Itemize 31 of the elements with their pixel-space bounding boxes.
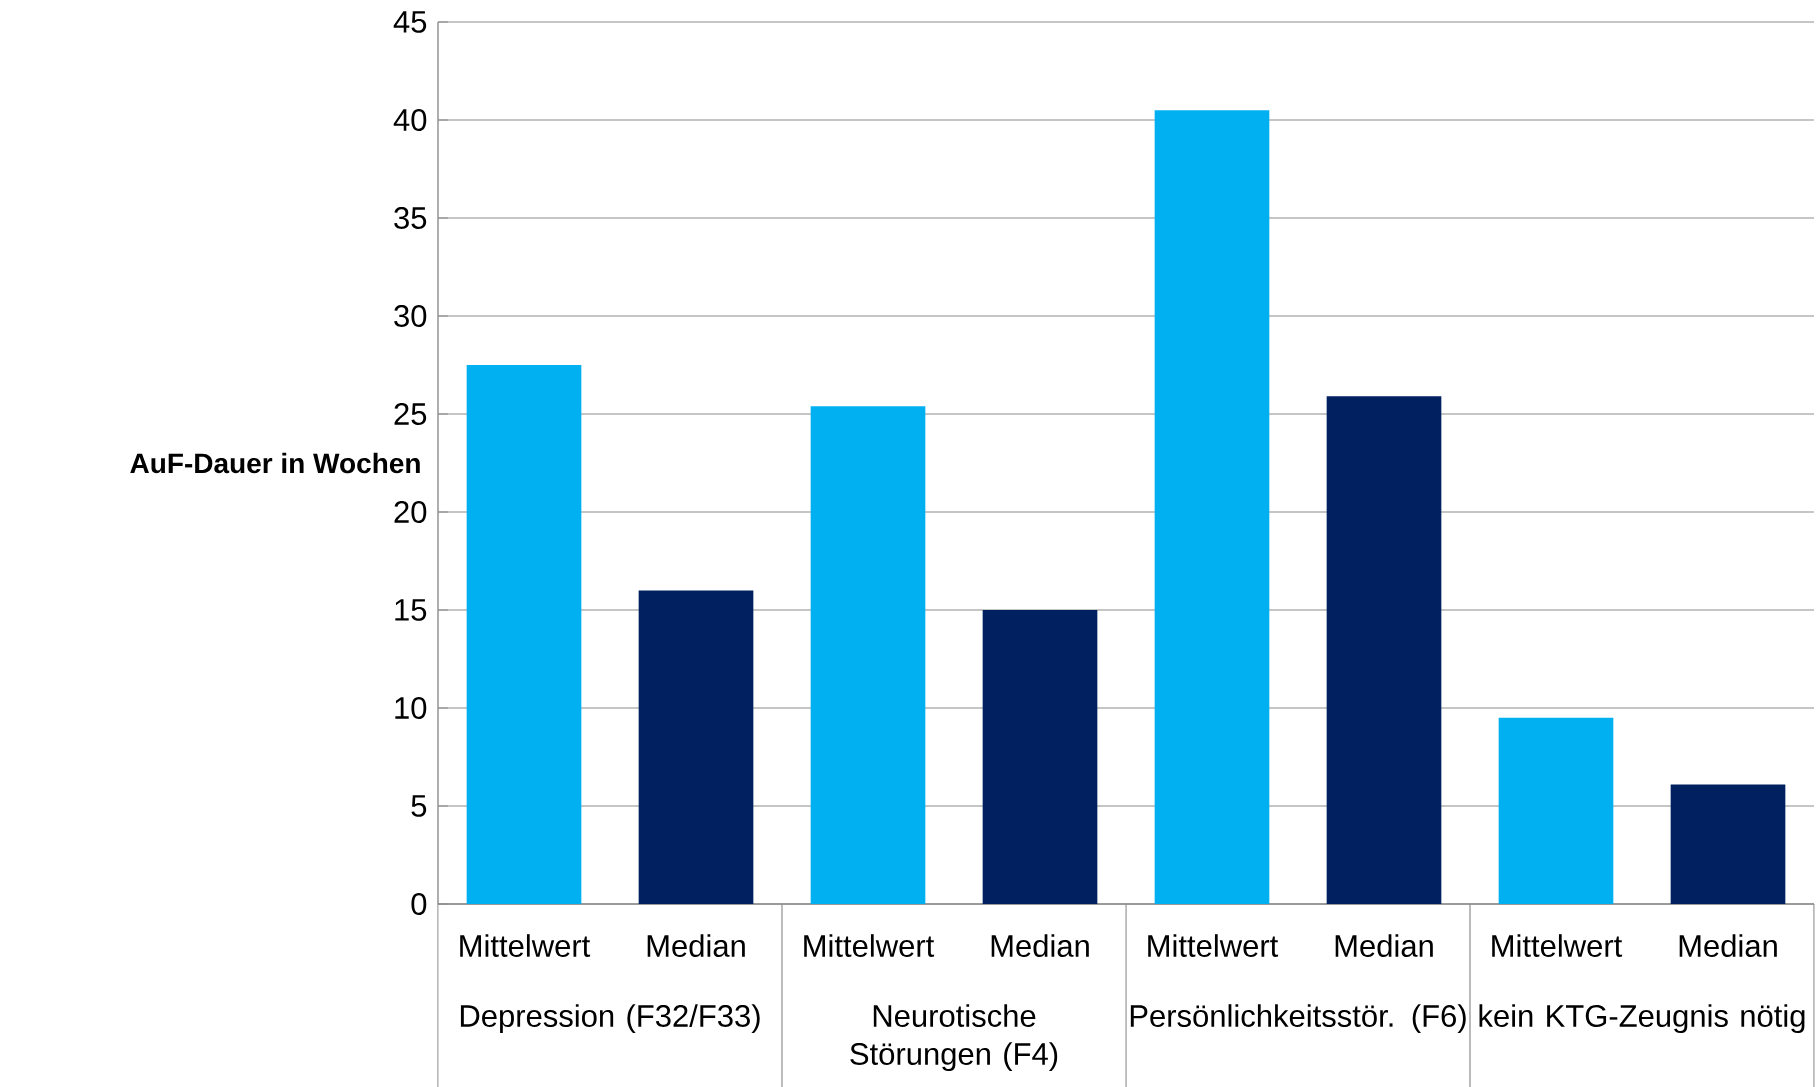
- y-tick-label: 35: [394, 207, 427, 229]
- bar: [1154, 110, 1270, 904]
- bar: [638, 590, 754, 904]
- y-tick-label: 5: [411, 795, 427, 817]
- x-tick-label: Persönlichkeitsstör. (F6): [1130, 1004, 1466, 1034]
- text: Mittelwert: [1148, 934, 1279, 957]
- series-label: Mittelwert: [804, 934, 935, 957]
- y-axis-title: AuF-Dauer in Wochen: [130, 452, 420, 474]
- bar: [466, 365, 582, 904]
- bar: [1326, 396, 1442, 904]
- x-tick-label: Neurotische Störungen (F4): [850, 1004, 1058, 1072]
- y-tick-label: 0: [411, 893, 427, 915]
- y-tick-label: 20: [394, 501, 427, 523]
- x-tick-label: kein KTG-Zeugnis nötig: [1479, 1004, 1805, 1034]
- y-tick-label: 40: [393, 109, 427, 131]
- y-tick-label: 25: [394, 403, 427, 425]
- bar: [810, 406, 926, 904]
- text: Median: [991, 934, 1089, 957]
- text: Mittelwert: [1492, 934, 1623, 957]
- text: Median: [1335, 934, 1433, 957]
- bar: [1498, 717, 1614, 904]
- bar: [982, 610, 1098, 904]
- y-tick-label: 30: [394, 305, 427, 327]
- y-tick-label: 10: [395, 697, 427, 719]
- text: Median: [1679, 934, 1777, 957]
- y-tick-label: 15: [395, 599, 427, 621]
- y-tick-label: 45: [393, 11, 427, 33]
- bar: [1670, 784, 1786, 904]
- series-label: Median: [647, 934, 745, 957]
- x-tick-label: Depression (F32/F33): [460, 1004, 760, 1034]
- text: Mittelwert: [460, 934, 591, 957]
